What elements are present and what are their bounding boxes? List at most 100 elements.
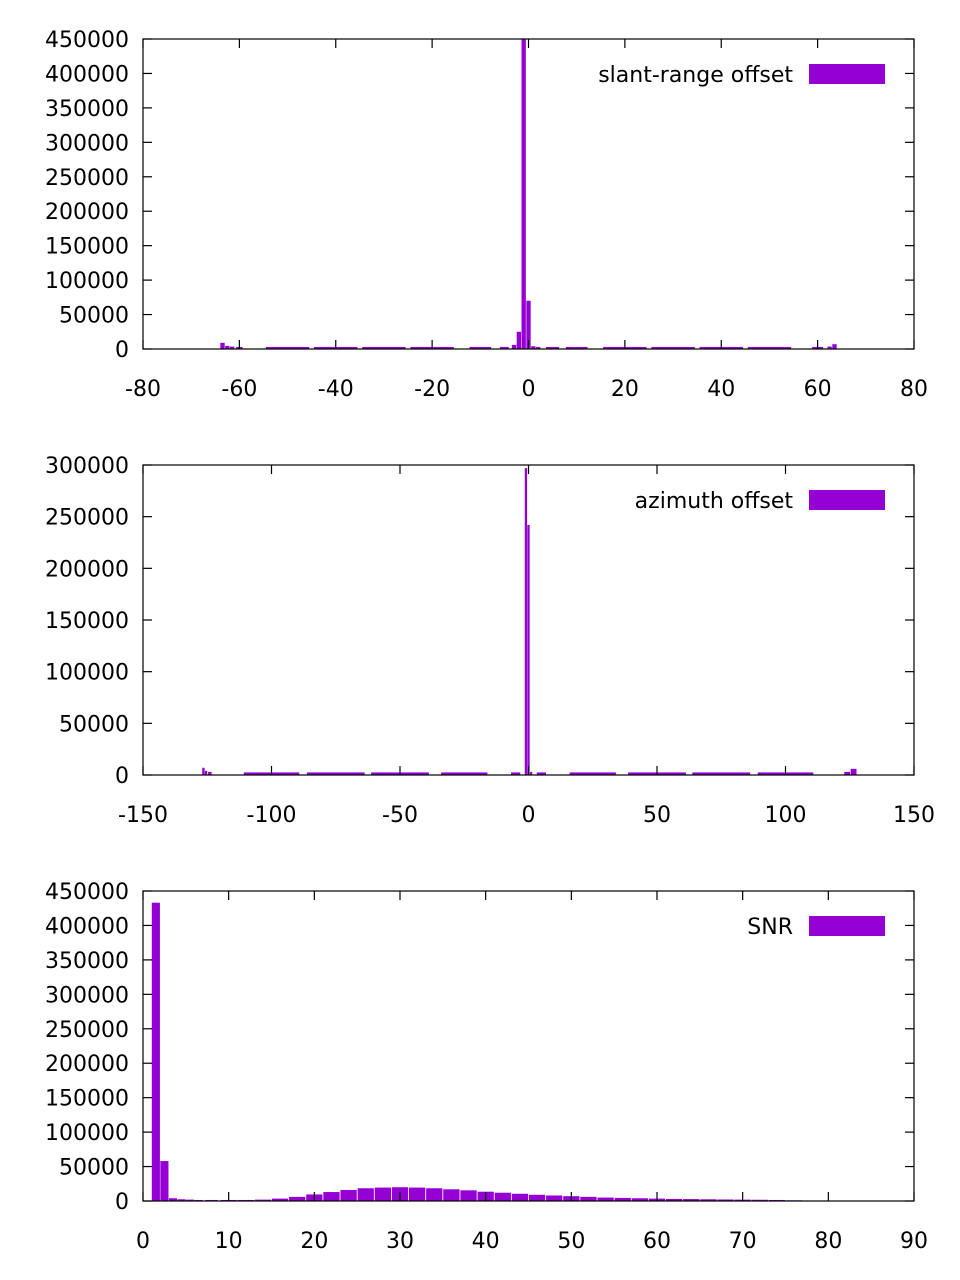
legend-swatch bbox=[809, 916, 885, 936]
bar bbox=[323, 1192, 340, 1201]
bar bbox=[631, 1198, 649, 1201]
x-tick-label: 60 bbox=[643, 1229, 671, 1254]
bar bbox=[565, 346, 588, 349]
y-tick-label: 350000 bbox=[45, 949, 129, 974]
legend-swatch bbox=[809, 490, 885, 510]
x-tick-label: -80 bbox=[125, 377, 161, 402]
bar bbox=[441, 772, 488, 775]
bar bbox=[271, 1198, 289, 1201]
bar bbox=[177, 1199, 186, 1201]
y-tick-label: 50000 bbox=[59, 712, 129, 737]
bar bbox=[614, 1197, 631, 1201]
x-tick-label: 20 bbox=[611, 377, 639, 402]
bar bbox=[528, 1194, 546, 1201]
x-tick-label: -20 bbox=[414, 377, 450, 402]
y-tick-label: 400000 bbox=[45, 62, 129, 87]
bar bbox=[850, 768, 857, 775]
bar bbox=[526, 300, 531, 349]
plot-frame bbox=[142, 890, 915, 1202]
bar bbox=[408, 1187, 426, 1201]
bar bbox=[460, 1190, 477, 1201]
x-tick-label: 50 bbox=[643, 803, 671, 828]
bar bbox=[494, 1192, 511, 1201]
legend-label: azimuth offset bbox=[635, 489, 794, 514]
bar bbox=[597, 1197, 614, 1201]
bar bbox=[535, 346, 541, 349]
y-tick-label: 150000 bbox=[45, 609, 129, 634]
bar bbox=[208, 771, 212, 775]
x-tick-label: 30 bbox=[386, 1229, 414, 1254]
bar bbox=[516, 331, 522, 349]
x-tick-label: 20 bbox=[300, 1229, 328, 1254]
bar bbox=[665, 1198, 683, 1201]
bar bbox=[531, 346, 536, 349]
slant-range-offset-histogram: 0 50000 100000 150000 200000 250000 300000 3500… bbox=[45, 28, 928, 402]
bar bbox=[225, 345, 230, 349]
bar bbox=[186, 1199, 195, 1201]
x-tick-label: 50 bbox=[557, 1229, 585, 1254]
y-tick-label: 100000 bbox=[45, 661, 129, 686]
y-tick-label: 450000 bbox=[45, 880, 129, 905]
bar bbox=[511, 344, 517, 349]
bar bbox=[536, 772, 546, 775]
y-tick-label: 450000 bbox=[45, 28, 129, 53]
bar bbox=[160, 1161, 169, 1201]
snr-histogram: 0 50000 100000 150000 200000 250000 300000 3500… bbox=[45, 880, 928, 1254]
y-tick-label: 0 bbox=[115, 1190, 129, 1215]
y-tick-label: 300000 bbox=[45, 983, 129, 1008]
x-tick-label: 80 bbox=[814, 1229, 842, 1254]
bar bbox=[426, 1188, 443, 1201]
x-tick-label: -100 bbox=[247, 803, 297, 828]
y-tick-label: 0 bbox=[115, 764, 129, 789]
bar bbox=[580, 1196, 597, 1201]
x-tick-label: 80 bbox=[900, 377, 928, 402]
bar bbox=[229, 346, 235, 349]
bar bbox=[683, 1199, 700, 1201]
bar bbox=[527, 524, 530, 775]
bar bbox=[362, 346, 406, 349]
y-tick-label: 200000 bbox=[45, 200, 129, 225]
bar bbox=[521, 39, 526, 349]
bar bbox=[844, 771, 851, 775]
bar bbox=[511, 1193, 529, 1201]
bar bbox=[751, 1199, 768, 1201]
x-tick-label: 40 bbox=[707, 377, 735, 402]
azimuth-offset-histogram: 0 50000 100000 150000 200000 250000 300000 -150… bbox=[45, 454, 935, 828]
bar bbox=[202, 767, 205, 775]
x-tick-label: 150 bbox=[893, 803, 935, 828]
y-tick-label: 250000 bbox=[45, 506, 129, 531]
bar bbox=[700, 1199, 717, 1201]
legend-label: slant-range offset bbox=[598, 63, 793, 88]
x-tick-label: -50 bbox=[382, 803, 418, 828]
bar bbox=[357, 1188, 374, 1201]
bar bbox=[546, 346, 560, 349]
y-tick-label: 50000 bbox=[59, 304, 129, 329]
bar bbox=[374, 1187, 392, 1201]
x-tick-label: 10 bbox=[215, 1229, 243, 1254]
bar bbox=[651, 346, 695, 349]
y-tick-label: 100000 bbox=[45, 1121, 129, 1146]
bar bbox=[443, 1189, 460, 1201]
x-tick-label: 0 bbox=[522, 803, 536, 828]
bar bbox=[546, 1195, 563, 1201]
bar bbox=[529, 771, 533, 775]
bar bbox=[717, 1199, 734, 1201]
y-tick-label: 350000 bbox=[45, 97, 129, 122]
y-tick-label: 150000 bbox=[45, 235, 129, 260]
y-tick-label: 300000 bbox=[45, 454, 129, 479]
bar bbox=[511, 772, 521, 775]
x-tick-label: 90 bbox=[900, 1229, 928, 1254]
y-tick-label: 400000 bbox=[45, 914, 129, 939]
y-tick-label: 50000 bbox=[59, 1156, 129, 1181]
bar bbox=[340, 1189, 357, 1201]
y-tick-label: 300000 bbox=[45, 131, 129, 156]
bar bbox=[265, 346, 310, 349]
bar bbox=[692, 772, 751, 775]
bar bbox=[469, 346, 492, 349]
bar bbox=[832, 344, 837, 349]
y-tick-label: 250000 bbox=[45, 1018, 129, 1043]
bar bbox=[500, 346, 509, 349]
bar bbox=[254, 1199, 272, 1201]
x-tick-label: 0 bbox=[136, 1229, 150, 1254]
